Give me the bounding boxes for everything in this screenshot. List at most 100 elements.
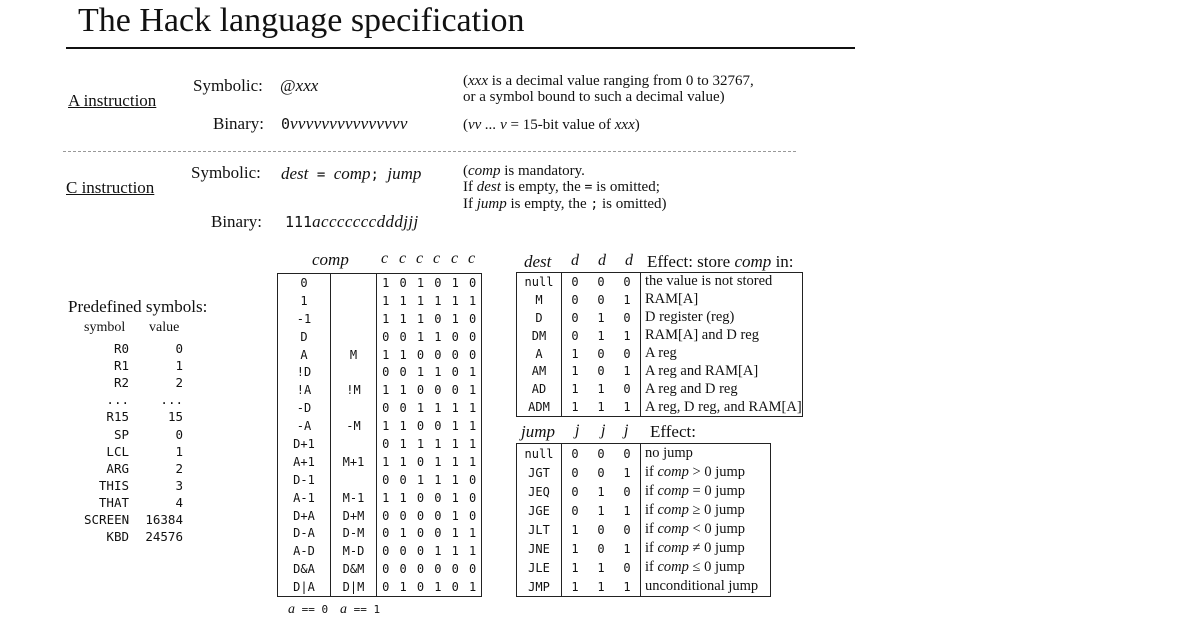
comp-var: comp — [333, 164, 371, 183]
jump-table: null 0 0 0 no jump JGT 0 0 1 if comp > 0 jump JEQ 0… — [516, 443, 771, 597]
table-row: D&A D&M 0 0 0 0 0 0 — [277, 560, 482, 579]
j-bit: 0 — [597, 541, 605, 556]
effect-text: if — [645, 521, 658, 537]
d-bit: 1 — [571, 400, 579, 415]
d-bit: 0 — [571, 328, 579, 343]
section-divider — [63, 151, 796, 152]
title-rule — [66, 47, 855, 49]
j-bit: 1 — [597, 560, 605, 575]
comp-a0-mnemonic: A-1 — [277, 488, 331, 507]
d-bit: 1 — [571, 364, 579, 379]
table-row: A+1 M+1 1 1 0 1 1 1 — [277, 452, 482, 471]
jump-effect: if comp = 0 jump — [640, 482, 771, 501]
comp-var: comp — [657, 540, 689, 556]
effect-text: in: — [771, 252, 794, 271]
note-jump: jump — [476, 196, 507, 212]
d-bit: 1 — [571, 346, 579, 361]
c-bit: 1 — [382, 275, 390, 290]
d-bit: 0 — [623, 274, 631, 289]
j-bit: 1 — [623, 465, 631, 480]
jump-mnemonic: JGT — [516, 463, 562, 482]
table-row: D|A D|M 0 1 0 1 0 1 — [277, 578, 482, 597]
symbol-name: LCL — [106, 443, 129, 459]
c-bit: 1 — [416, 293, 425, 308]
comp-var: comp — [657, 502, 689, 518]
dest-effect: A reg — [640, 344, 803, 363]
table-row: -1 1 1 1 0 1 0 — [277, 309, 482, 328]
bit-header-letter: c — [468, 250, 476, 267]
comp-a0-mnemonic: 1 — [277, 291, 331, 310]
effect-text: if — [645, 483, 658, 499]
xxx-var: xxx — [295, 76, 319, 95]
at-sign: @ — [280, 76, 296, 95]
c-bit: 0 — [399, 562, 407, 577]
c-bit: 1 — [399, 490, 407, 505]
c-bit: 1 — [469, 526, 477, 541]
comp-a0-mnemonic: D-A — [277, 524, 331, 543]
page-title: The Hack language specification — [78, 2, 525, 39]
j-bit: 0 — [623, 522, 631, 537]
table-row: JNE 1 0 1 if comp ≠ 0 jump — [516, 539, 771, 558]
table-row: !A !M 1 1 0 0 0 1 — [277, 381, 482, 400]
comp-a0-mnemonic: !A — [277, 381, 331, 400]
c-bit: 1 — [399, 311, 407, 326]
c-bit: 1 — [434, 454, 442, 469]
c-bit: 0 — [399, 401, 407, 416]
table-row: JGT 0 0 1 if comp > 0 jump — [516, 463, 771, 482]
dest-effect: RAM[A] — [640, 290, 803, 309]
c-bit: 0 — [434, 311, 442, 326]
j-bit: 1 — [623, 579, 631, 594]
jump-mnemonic: JNE — [516, 539, 562, 558]
c-bit: 0 — [416, 383, 425, 398]
comp-a1-mnemonic — [330, 470, 377, 489]
c-bit: 0 — [382, 562, 390, 577]
j-bit: 1 — [623, 503, 631, 518]
symbol-value: 2 — [175, 375, 183, 391]
c-bit: 0 — [469, 472, 477, 487]
comp-a0-mnemonic: 0 — [277, 273, 331, 292]
a-binary-note: (vv ... v = 15-bit value of xxx) — [463, 117, 640, 133]
comp-a1-mnemonic: M — [330, 345, 377, 364]
c-binary-syntax: 111acccccccdddjjj — [285, 212, 419, 232]
c-bit: 0 — [451, 365, 459, 380]
table-row: A-D M-D 0 0 0 1 1 1 — [277, 542, 482, 561]
j-bit: 0 — [597, 465, 605, 480]
symbol-value: 4 — [175, 494, 183, 510]
c-bit: 1 — [399, 419, 407, 434]
d-bit: 0 — [597, 346, 605, 361]
c-bit: 0 — [469, 311, 477, 326]
c-bit: 1 — [451, 508, 459, 523]
note-text: is mandatory. — [500, 163, 585, 179]
c-binary-label: Binary: — [211, 212, 262, 231]
c-bit: 1 — [434, 293, 442, 308]
comp-a0-mnemonic: D-1 — [277, 470, 331, 489]
c-bit: 1 — [451, 436, 459, 451]
symbol-value: 0 — [175, 426, 183, 442]
jump-effect: unconditional jump — [640, 577, 771, 597]
c-bit: 0 — [469, 275, 477, 290]
c-bit: 0 — [434, 526, 442, 541]
c-bit: 0 — [416, 580, 425, 595]
c-bit: 1 — [399, 383, 407, 398]
c-bit: 0 — [399, 365, 407, 380]
a-var: a — [288, 602, 295, 617]
c-bit: 0 — [434, 419, 442, 434]
paren: ) — [634, 117, 640, 133]
table-row: -A -M 1 1 0 0 1 1 — [277, 417, 482, 436]
c-instruction-label: C instruction — [66, 178, 155, 197]
j-bit: 1 — [597, 579, 605, 594]
c-bit: 0 — [399, 275, 407, 290]
c-bit: 1 — [416, 329, 425, 344]
jump-effect: no jump — [640, 443, 771, 463]
d-bit: 1 — [597, 310, 605, 325]
c-binary-bits: acccccccdddjjj — [312, 212, 419, 231]
c-bit: 0 — [451, 383, 459, 398]
comp-a1-mnemonic: M+1 — [330, 452, 377, 471]
note-text: is omitted; — [592, 179, 660, 195]
note-xxx: xxx — [614, 117, 635, 133]
c-bit: 0 — [451, 329, 459, 344]
effect-text: = 0 jump — [688, 483, 746, 499]
effect-text: no jump — [645, 445, 693, 461]
c-bit: 0 — [451, 580, 459, 595]
